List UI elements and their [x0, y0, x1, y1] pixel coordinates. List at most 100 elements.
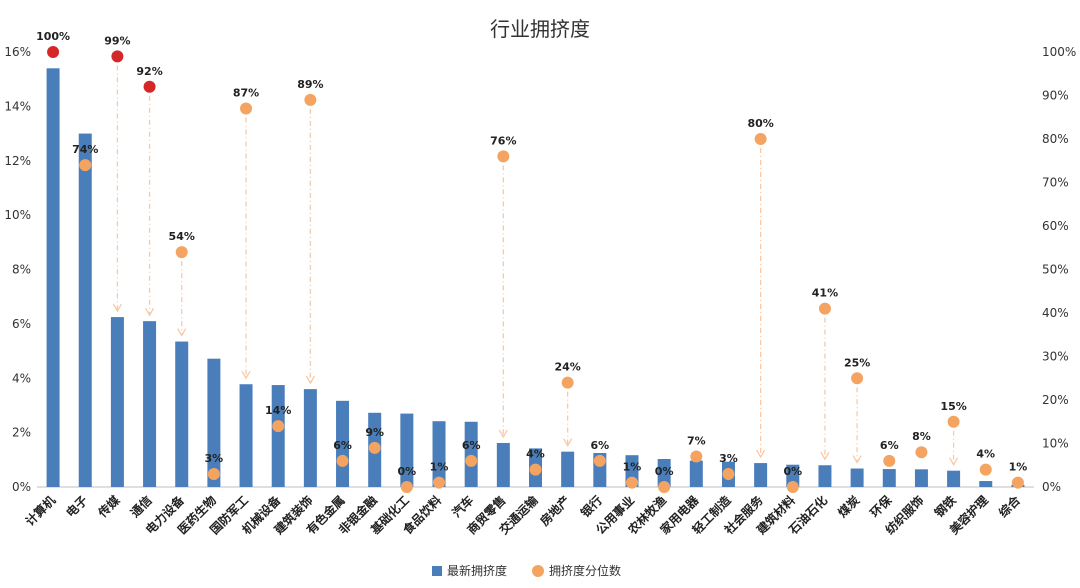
category-label: 汽车 — [449, 493, 477, 521]
right-tick-label: 40% — [1042, 306, 1069, 320]
scatter-point — [497, 150, 510, 163]
scatter-point — [433, 476, 446, 489]
category-label: 传媒 — [94, 492, 123, 521]
category-label: 电子 — [63, 493, 91, 521]
point-label: 15% — [940, 400, 966, 413]
scatter-point — [79, 159, 92, 172]
category-label: 综合 — [995, 492, 1023, 520]
scatter-point — [465, 454, 478, 467]
bar — [947, 470, 961, 487]
scatter-point — [336, 454, 349, 467]
point-label: 0% — [783, 465, 802, 478]
bar — [432, 421, 446, 487]
scatter-point — [240, 102, 253, 115]
left-tick-label: 4% — [12, 371, 31, 385]
category-label: 钢铁 — [931, 493, 959, 521]
bar — [786, 464, 800, 487]
arrow-head — [820, 451, 830, 461]
scatter-point — [883, 454, 896, 467]
left-tick-label: 14% — [4, 99, 31, 113]
point-label: 41% — [812, 287, 838, 300]
bar — [303, 389, 317, 487]
arrow-head — [112, 303, 122, 313]
point-label-group: 100% 74% 99% 92% 54% 3% 87% 14% 89% 6% 9% 0% 1% 6% 76%… — [36, 30, 1027, 478]
category-label: 房地产 — [537, 493, 573, 529]
bar — [850, 468, 864, 487]
scatter-point — [207, 467, 220, 480]
scatter-point — [400, 481, 413, 493]
point-label: 6% — [590, 439, 609, 452]
scatter-point — [690, 450, 703, 463]
arrow-head — [305, 375, 315, 385]
scatter-point — [658, 481, 671, 493]
point-label: 0% — [655, 465, 674, 478]
point-label: 92% — [136, 65, 162, 78]
point-label: 4% — [526, 448, 545, 461]
left-tick-label: 8% — [12, 263, 31, 277]
point-label: 3% — [719, 452, 738, 465]
point-label: 54% — [169, 230, 195, 243]
scatter-point — [786, 481, 799, 493]
bar — [754, 463, 768, 487]
legend: 最新拥挤度 拥挤度分位数 — [432, 563, 621, 578]
legend-swatch-bar — [432, 566, 442, 576]
arrow-head — [756, 449, 766, 459]
right-tick-label: 30% — [1042, 350, 1069, 364]
category-label: 计算机 — [22, 493, 58, 529]
bar — [143, 321, 157, 487]
bar — [979, 481, 993, 487]
point-label: 24% — [554, 361, 580, 374]
left-tick-label: 16% — [4, 45, 31, 59]
scatter-point — [143, 80, 156, 93]
category-label-group: 计算机 电子 传媒 通信电力设备医药生物国防军工机械设备建筑装饰有色金属非银金融基础化… — [22, 492, 1024, 538]
point-label: 6% — [880, 439, 899, 452]
point-label: 6% — [333, 439, 352, 452]
scatter-point — [754, 133, 767, 145]
scatter-point — [272, 420, 285, 433]
scatter-point — [593, 454, 606, 467]
bar — [882, 469, 896, 487]
left-tick-label: 2% — [12, 426, 31, 440]
arrow-head — [145, 307, 155, 317]
scatter-point — [1011, 476, 1024, 489]
scatter-point — [47, 46, 60, 58]
bar — [496, 442, 510, 487]
right-tick-label: 80% — [1042, 132, 1069, 146]
point-label: 80% — [747, 117, 773, 130]
point-label: 87% — [233, 87, 259, 100]
point-label: 14% — [265, 404, 291, 417]
bar — [207, 358, 221, 487]
bar — [78, 133, 92, 487]
left-tick-label: 12% — [4, 154, 31, 168]
point-label: 8% — [912, 430, 931, 443]
chart-title: 行业拥挤度 — [490, 17, 590, 41]
scatter-point — [722, 467, 735, 480]
scatter-point — [304, 93, 317, 106]
scatter-point — [625, 476, 638, 489]
left-axis: 0% 2% 4% 6% 8% 10% 12% 14% 16% — [4, 45, 1034, 494]
point-label: 1% — [430, 461, 449, 474]
bar — [561, 451, 575, 487]
right-tick-label: 0% — [1042, 480, 1061, 494]
arrow-group — [112, 65, 959, 466]
bar — [110, 317, 124, 487]
arrow-head — [563, 438, 573, 447]
bar — [914, 469, 928, 487]
right-tick-label: 50% — [1042, 263, 1069, 277]
point-label: 74% — [72, 143, 98, 156]
category-label: 环保 — [867, 492, 895, 520]
legend-label-bar: 最新拥挤度 — [447, 563, 507, 578]
point-label: 100% — [36, 30, 70, 43]
point-label: 89% — [297, 78, 323, 91]
bar — [818, 465, 832, 487]
bar — [239, 384, 253, 487]
bar — [657, 458, 671, 487]
bar-series — [46, 68, 1025, 487]
left-tick-label: 6% — [12, 317, 31, 331]
legend-label-point: 拥挤度分位数 — [549, 563, 621, 578]
scatter-point — [368, 441, 381, 454]
point-label: 7% — [687, 435, 706, 448]
bar — [175, 341, 189, 487]
scatter-point — [561, 376, 574, 389]
